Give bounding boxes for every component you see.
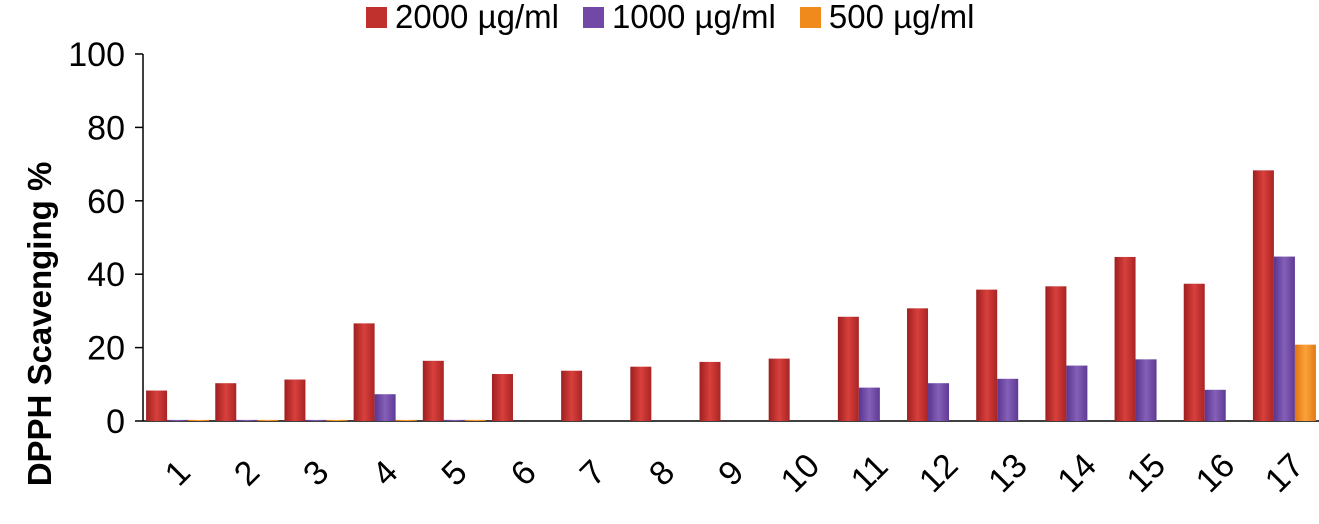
legend-swatch-1000 [582, 6, 604, 28]
bar [1204, 389, 1226, 421]
bar [188, 419, 210, 421]
y-tick-label: 0 [106, 403, 125, 441]
legend-item-2000: 2000 µg/ml [366, 0, 559, 36]
bar [464, 419, 486, 421]
bar [167, 419, 189, 421]
bar [236, 419, 258, 421]
x-tick-label: 13 [981, 446, 1035, 500]
legend-label-500: 500 µg/ml [828, 0, 975, 35]
bar [1294, 344, 1316, 421]
x-tick-label: 11 [844, 447, 896, 499]
bar [907, 308, 929, 421]
x-tick-label: 7 [573, 453, 613, 493]
x-tick-label: 6 [504, 453, 544, 493]
bar [928, 383, 950, 421]
legend-label-2000: 2000 µg/ml [395, 0, 559, 35]
bar [561, 370, 583, 421]
x-tick-label: 10 [774, 446, 828, 500]
x-tick-label: 12 [912, 446, 966, 500]
bar [1183, 283, 1205, 421]
legend: 2000 µg/ml 1000 µg/ml 500 µg/ml [366, 0, 998, 36]
x-tick-label: 16 [1189, 446, 1243, 500]
bar [422, 360, 444, 421]
x-tick-label: 5 [434, 453, 474, 493]
legend-item-500: 500 µg/ml [799, 0, 975, 36]
legend-label-1000: 1000 µg/ml [611, 0, 776, 35]
x-tick-label: 2 [227, 453, 267, 493]
y-tick-label: 20 [87, 330, 125, 368]
bar [395, 419, 417, 421]
x-tick-label: 4 [365, 453, 405, 493]
bar [257, 419, 279, 421]
bar [997, 378, 1019, 421]
y-tick-label: 40 [87, 256, 125, 294]
x-tick-label: 1 [158, 453, 198, 493]
bar [630, 366, 652, 421]
bar [353, 323, 375, 421]
bar [1066, 365, 1088, 421]
bar [1114, 256, 1136, 421]
legend-swatch-2000 [366, 6, 387, 28]
bar [1045, 286, 1067, 421]
bar [146, 390, 168, 421]
bar [491, 374, 513, 421]
x-tick-label: 15 [1119, 446, 1173, 500]
x-tick-label: 17 [1258, 446, 1312, 500]
bar [1252, 170, 1274, 421]
bar [1273, 256, 1295, 421]
bar [326, 419, 348, 421]
bar [768, 358, 790, 421]
bar [837, 316, 859, 421]
bar [976, 289, 998, 421]
bar [305, 419, 327, 421]
bar [858, 387, 880, 421]
bar [215, 383, 237, 421]
bar [374, 394, 396, 421]
x-tick-label: 14 [1050, 446, 1104, 500]
bar [1135, 359, 1157, 421]
legend-swatch-500 [799, 6, 821, 28]
x-tick-label: 8 [642, 453, 682, 493]
y-tick-label: 60 [87, 183, 125, 221]
legend-item-1000: 1000 µg/ml [582, 0, 776, 36]
x-tick-label: 9 [711, 453, 751, 493]
x-tick-label: 3 [296, 453, 336, 493]
bar [284, 379, 306, 421]
bar [443, 419, 465, 421]
bar [699, 361, 721, 421]
y-tick-label: 100 [68, 36, 125, 74]
y-tick-label: 80 [87, 109, 125, 147]
